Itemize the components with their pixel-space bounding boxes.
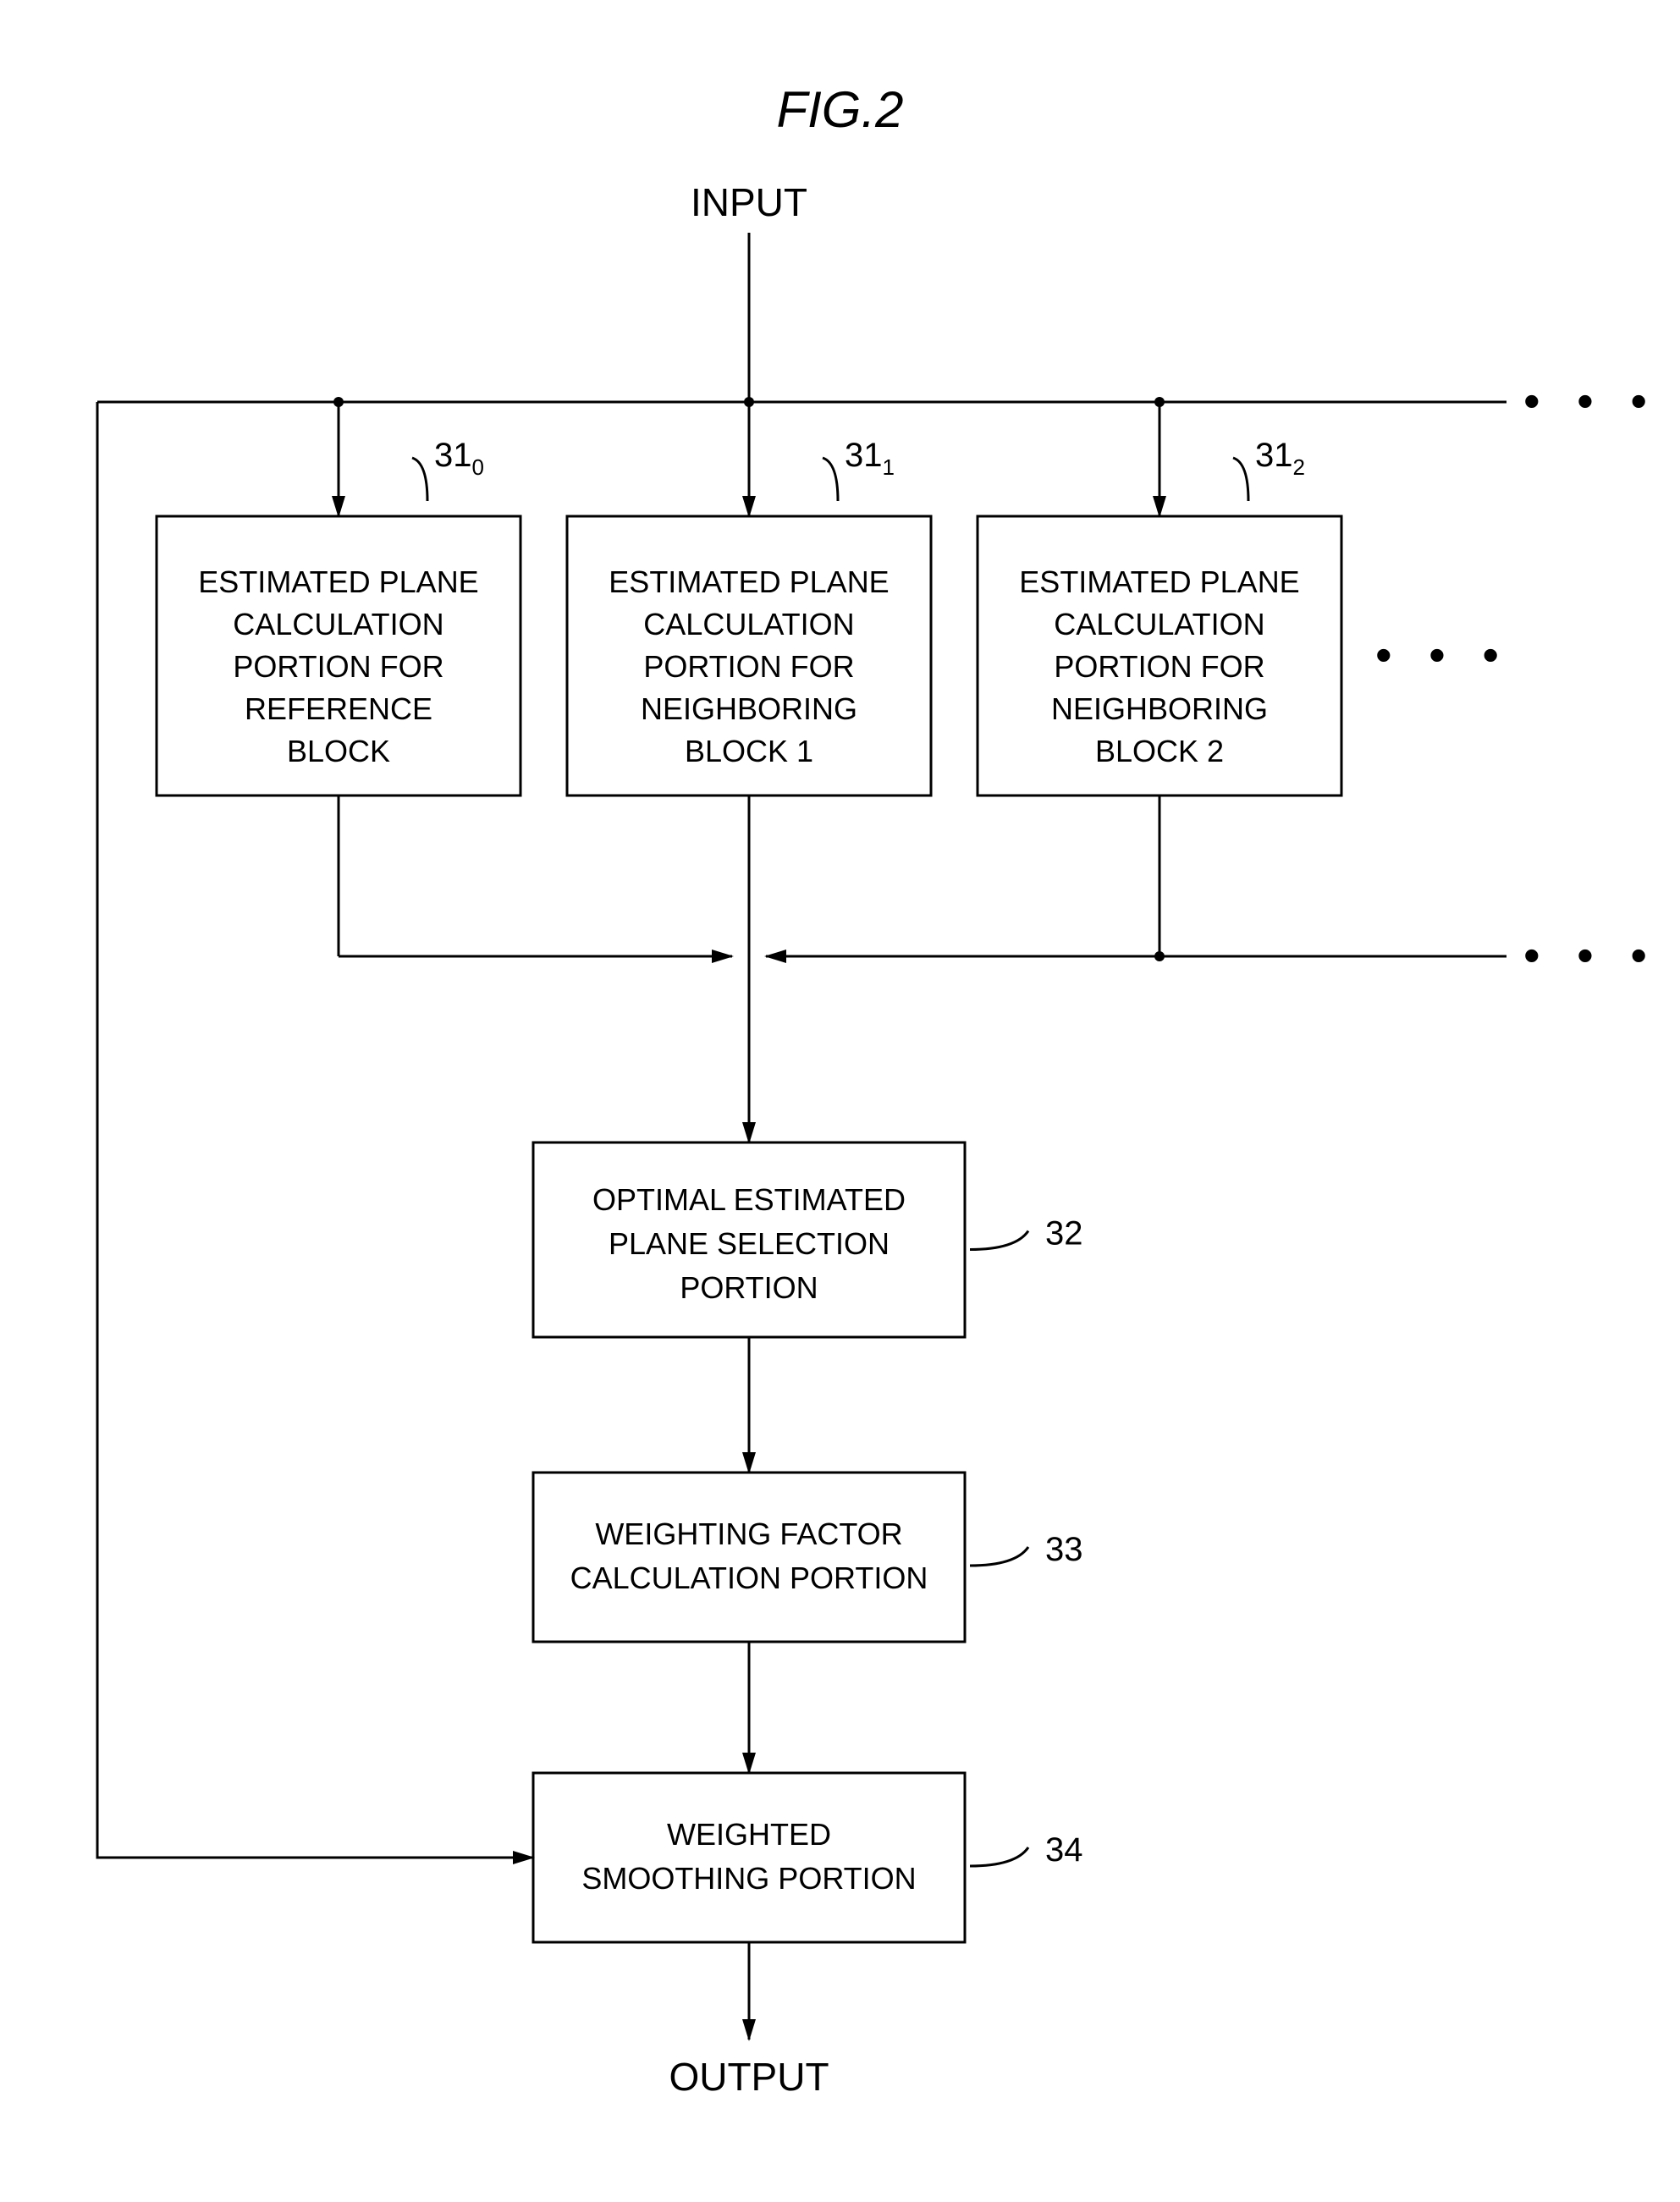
svg-text:311: 311 [845,437,895,480]
svg-text:ESTIMATED PLANE: ESTIMATED PLANE [1019,564,1299,599]
svg-text:PORTION: PORTION [680,1270,818,1305]
svg-text:SMOOTHING PORTION: SMOOTHING PORTION [581,1861,916,1896]
svg-text:CALCULATION: CALCULATION [233,607,443,641]
svg-text:BLOCK: BLOCK [287,734,390,768]
svg-text:33: 33 [1045,1531,1083,1568]
svg-text:• • •: • • • [1523,374,1659,427]
svg-text:34: 34 [1045,1831,1083,1869]
svg-text:• • •: • • • [1375,628,1511,681]
svg-text:CALCULATION: CALCULATION [1054,607,1264,641]
svg-text:WEIGHTED: WEIGHTED [667,1817,831,1852]
svg-text:ESTIMATED PLANE: ESTIMATED PLANE [609,564,889,599]
svg-text:OPTIMAL ESTIMATED: OPTIMAL ESTIMATED [592,1182,906,1217]
svg-text:PORTION FOR: PORTION FOR [1054,649,1264,684]
svg-text:CALCULATION: CALCULATION [643,607,854,641]
svg-text:FIG.2: FIG.2 [776,81,903,138]
svg-text:PLANE SELECTION: PLANE SELECTION [609,1226,890,1261]
svg-text:• • •: • • • [1523,928,1659,982]
svg-text:BLOCK 2: BLOCK 2 [1095,734,1224,768]
svg-text:32: 32 [1045,1215,1083,1252]
svg-text:ESTIMATED PLANE: ESTIMATED PLANE [198,564,478,599]
svg-text:NEIGHBORING: NEIGHBORING [1051,691,1268,726]
svg-text:PORTION FOR: PORTION FOR [643,649,854,684]
svg-text:CALCULATION PORTION: CALCULATION PORTION [570,1561,928,1595]
svg-text:WEIGHTING FACTOR: WEIGHTING FACTOR [595,1517,902,1551]
svg-text:OUTPUT: OUTPUT [669,2055,829,2099]
svg-text:312: 312 [1255,437,1305,480]
svg-text:PORTION FOR: PORTION FOR [233,649,443,684]
svg-text:INPUT: INPUT [691,180,807,224]
svg-text:REFERENCE: REFERENCE [245,691,432,726]
svg-text:BLOCK 1: BLOCK 1 [685,734,813,768]
svg-text:NEIGHBORING: NEIGHBORING [641,691,857,726]
svg-text:310: 310 [434,437,484,480]
